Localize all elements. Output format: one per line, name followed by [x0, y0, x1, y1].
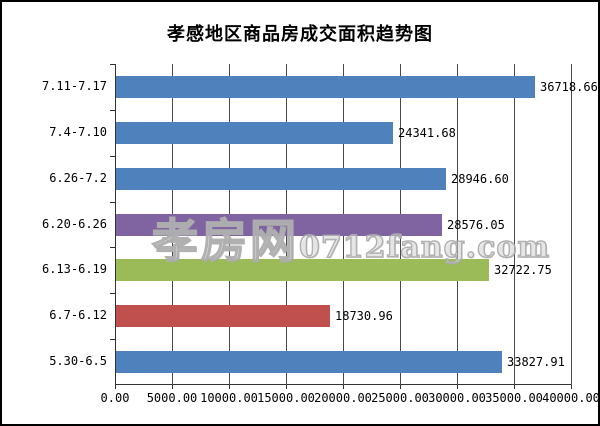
bar	[116, 167, 446, 190]
x-axis-tick-label: 25000.00	[371, 391, 429, 405]
chart-title: 孝感地区商品房成交面积趋势图	[167, 24, 433, 45]
x-axis-tick	[457, 385, 458, 389]
category-label: 7.11-7.17	[41, 78, 107, 93]
x-axis-tick	[229, 385, 230, 389]
category-label: 5.30-6.5	[49, 354, 107, 369]
watermark: 孝房网0712fang.com	[151, 205, 551, 271]
bar-value-label: 33827.91	[507, 355, 565, 370]
y-axis-tick	[110, 339, 115, 340]
x-axis-tick-label: 15000.00	[257, 391, 315, 405]
bar	[116, 259, 489, 282]
bar	[116, 305, 330, 328]
x-axis-tick-label: 40000.00	[542, 391, 600, 405]
x-axis-tick	[172, 385, 173, 389]
x-axis-tick	[400, 385, 401, 389]
y-axis-tick	[110, 247, 115, 248]
x-axis-tick-label: 20000.00	[314, 391, 372, 405]
bar-value-label: 36718.66	[540, 79, 598, 94]
bar	[116, 213, 442, 236]
x-axis-tick-label: 10000.00	[200, 391, 258, 405]
bar	[116, 121, 393, 144]
x-axis-tick	[286, 385, 287, 389]
category-label: 6.13-6.19	[41, 262, 107, 277]
gridline	[457, 64, 458, 385]
bar	[116, 351, 502, 374]
plot-area	[110, 64, 572, 389]
gridline	[571, 64, 572, 385]
bar-value-label: 18730.96	[335, 309, 393, 324]
y-axis-tick	[110, 293, 115, 294]
bar	[116, 75, 535, 98]
x-axis-tick	[571, 385, 572, 389]
y-axis-line	[115, 64, 116, 385]
category-label: 7.4-7.10	[49, 124, 107, 139]
x-axis-tick	[115, 385, 116, 389]
x-axis-tick-label: 30000.00	[428, 391, 486, 405]
gridline	[514, 64, 515, 385]
category-label: 6.7-6.12	[49, 308, 107, 323]
bar-value-label: 24341.68	[398, 125, 456, 140]
x-axis-tick-label: 35000.00	[485, 391, 543, 405]
x-axis-tick	[514, 385, 515, 389]
y-axis-tick	[110, 64, 115, 65]
x-axis-tick	[343, 385, 344, 389]
watermark-site-url: 0712fang.com	[298, 229, 551, 266]
bar-value-label: 32722.75	[494, 263, 552, 278]
category-label: 6.20-6.26	[41, 216, 107, 231]
y-axis-tick	[110, 110, 115, 111]
x-axis-tick-label: 5000.00	[146, 391, 198, 405]
y-axis-tick	[110, 156, 115, 157]
x-axis-tick-label: 0.00	[100, 391, 130, 405]
watermark-site-name: 孝房网	[151, 213, 299, 269]
bar-value-label: 28946.60	[451, 171, 509, 186]
y-axis-tick	[110, 202, 115, 203]
bar-value-label: 28576.05	[447, 217, 505, 232]
category-label: 6.26-7.2	[49, 170, 107, 185]
